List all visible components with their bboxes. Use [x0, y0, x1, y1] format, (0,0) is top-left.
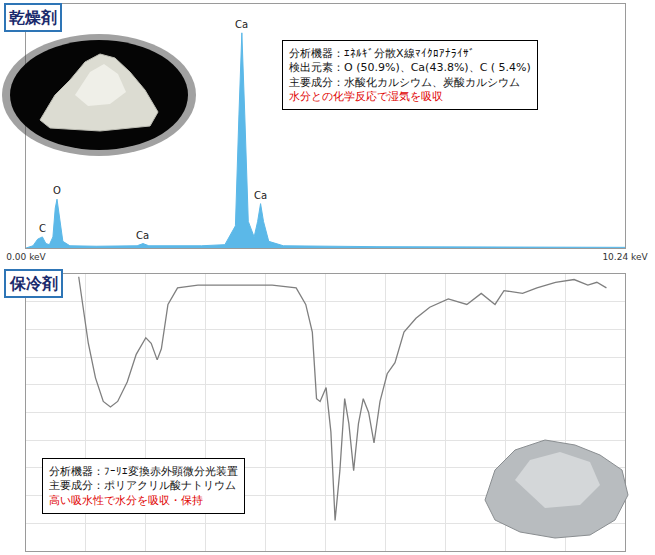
svg-text:保冷剤: 保冷剤: [9, 274, 58, 293]
svg-text:分析機器：ﾌｰﾘｴ変換赤外顕微分光装置主要成分：ポリアクリル: 分析機器：ﾌｰﾘｴ変換赤外顕微分光装置主要成分：ポリアクリル酸ナトリウム高い吸水…: [49, 465, 238, 507]
svg-text:Ca: Ca: [136, 230, 149, 241]
svg-text:Ca: Ca: [235, 19, 248, 30]
svg-text:10.24 keV: 10.24 keV: [602, 252, 648, 262]
svg-text:O: O: [53, 185, 61, 196]
svg-text:C: C: [39, 223, 46, 234]
svg-text:分析機器：ｴﾈﾙｷﾞ分散X線ﾏｲｸﾛｱﾅﾗｲｻﾞ検出元素：O: 分析機器：ｴﾈﾙｷﾞ分散X線ﾏｲｸﾛｱﾅﾗｲｻﾞ検出元素：O (50.9%)、C…: [289, 47, 531, 103]
svg-text:乾燥剤: 乾燥剤: [9, 8, 57, 27]
svg-text:Ca: Ca: [254, 190, 267, 201]
svg-text:0.00 keV: 0.00 keV: [6, 252, 46, 262]
